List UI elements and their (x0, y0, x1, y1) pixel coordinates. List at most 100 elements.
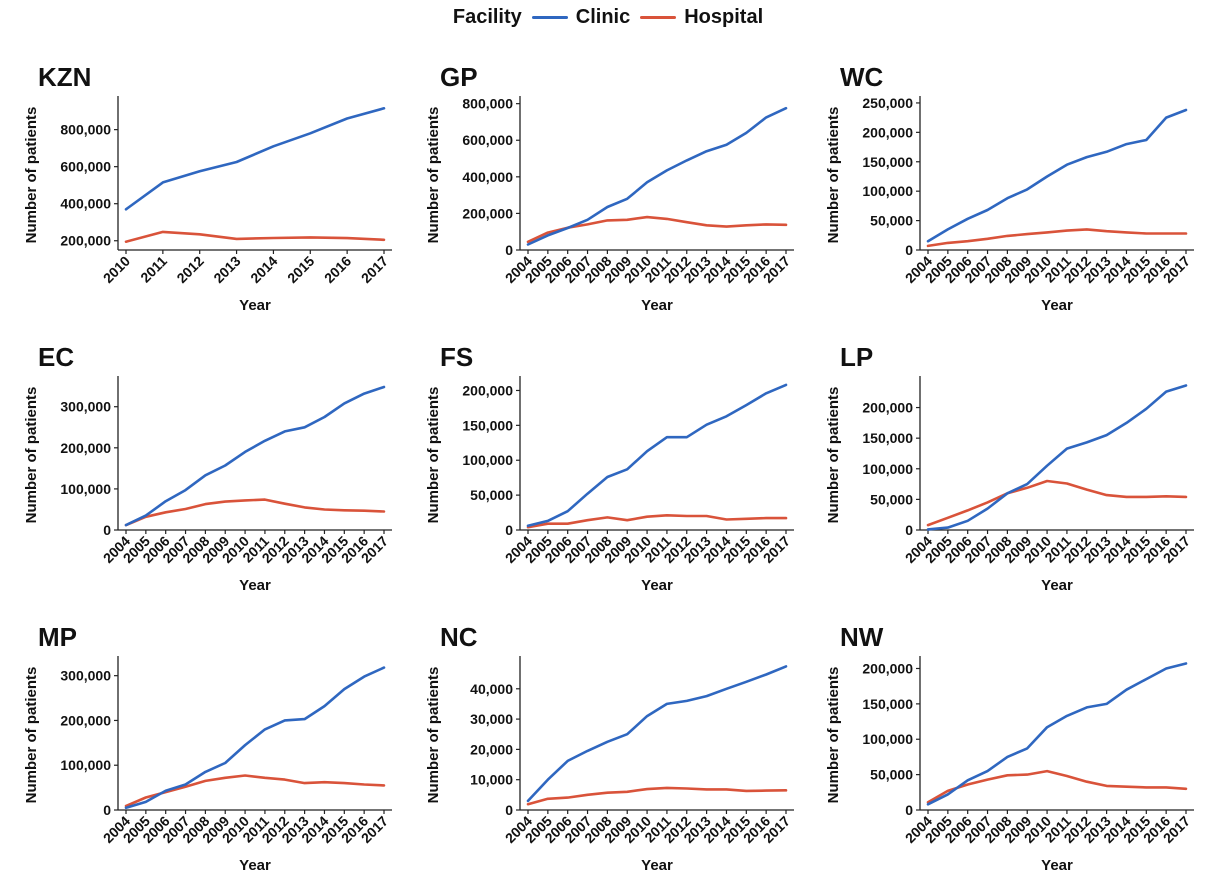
y-tick-label: 200,000 (462, 205, 513, 221)
y-tick-label: 600,000 (462, 132, 513, 148)
panel-lp: LP 0 50,000 100,000 150,000 200,000 2004 2005 2… (812, 324, 1204, 614)
y-axis-label: Number of patients (825, 387, 842, 524)
panel-nw: NW 0 50,000 100,000 150,000 200,000 2004 2005 2… (812, 604, 1204, 894)
y-tick-label: 150,000 (862, 696, 913, 712)
x-axis-label: Year (1041, 297, 1073, 314)
y-tick-label: 100,000 (862, 731, 913, 747)
x-tick-label: 2010 (100, 253, 133, 286)
chart-wc: 050,000100,000150,000200,000250,00020042… (825, 95, 1194, 314)
panel-nc: NC 0 10,000 20,000 30,000 40,000 2004 2005 2006… (412, 604, 804, 894)
y-tick-label: 0 (505, 242, 513, 258)
chart-legend: Facility Clinic Hospital (0, 4, 1216, 30)
series-line-clinic (526, 665, 788, 803)
series-line-clinic (124, 385, 386, 527)
y-tick-label: 50,000 (870, 491, 913, 507)
y-tick-label: 50,000 (470, 487, 513, 503)
y-tick-label: 200,000 (60, 233, 111, 249)
x-axis-label: Year (641, 297, 673, 314)
x-tick-label: 2015 (284, 253, 317, 286)
y-tick-label: 20,000 (470, 741, 513, 757)
panel-fs: FS 0 50,000 100,000 150,000 200,000 2004 2005 2… (412, 324, 804, 614)
panel-title: WC (840, 62, 884, 92)
y-tick-label: 800,000 (462, 96, 513, 112)
series-line-clinic (926, 108, 1188, 243)
x-axis-label: Year (1041, 577, 1073, 594)
panel-title: NW (840, 622, 884, 652)
series-line-clinic (926, 662, 1188, 806)
series-line-clinic (124, 107, 386, 211)
chart-lp: 050,000100,000150,000200,000200420052006… (825, 376, 1194, 594)
y-tick-label: 800,000 (60, 122, 111, 138)
y-tick-label: 50,000 (870, 767, 913, 783)
legend-label-hospital: Hospital (684, 5, 764, 28)
series-line-clinic (526, 383, 788, 528)
y-tick-label: 250,000 (862, 95, 913, 111)
series-line-hospital (926, 769, 1188, 804)
x-tick-label: 2011 (137, 253, 170, 286)
x-axis-label: Year (641, 577, 673, 594)
series-line-hospital (926, 479, 1188, 527)
y-tick-label: 150,000 (862, 154, 913, 170)
y-tick-label: 40,000 (470, 681, 513, 697)
y-tick-label: 150,000 (862, 430, 913, 446)
x-axis-label: Year (239, 297, 271, 314)
y-tick-label: 100,000 (60, 481, 111, 497)
series-line-hospital (124, 230, 386, 243)
series-line-hospital (124, 498, 386, 527)
y-tick-label: 300,000 (60, 399, 111, 415)
legend-item-clinic: Clinic (531, 5, 631, 29)
y-axis-label: Number of patients (825, 107, 842, 244)
y-tick-label: 0 (905, 242, 913, 258)
y-tick-label: 200,000 (60, 440, 111, 456)
y-tick-label: 300,000 (60, 668, 111, 684)
chart-nc: 010,00020,00030,00040,000200420052006200… (425, 656, 794, 874)
chart-gp: 0200,000400,000600,000800,00020042005200… (425, 96, 794, 314)
y-tick-label: 30,000 (470, 711, 513, 727)
y-tick-label: 0 (905, 802, 913, 818)
y-tick-label: 100,000 (862, 461, 913, 477)
y-tick-label: 100,000 (60, 757, 111, 773)
y-axis-label: Number of patients (425, 107, 442, 244)
y-tick-label: 0 (505, 522, 513, 538)
y-tick-label: 100,000 (462, 452, 513, 468)
panel-title: EC (38, 342, 75, 372)
x-axis-label: Year (239, 577, 271, 594)
y-axis-label: Number of patients (425, 667, 442, 804)
y-tick-label: 0 (103, 522, 111, 538)
series-line-clinic (124, 666, 386, 810)
y-tick-label: 200,000 (862, 400, 913, 416)
panel-title: GP (440, 62, 478, 92)
x-axis-label: Year (641, 857, 673, 874)
panel-title: KZN (38, 62, 92, 92)
chart-mp: 0100,000200,000300,000200420052006200720… (23, 656, 392, 874)
series-line-clinic (526, 106, 788, 246)
y-tick-label: 200,000 (60, 712, 111, 728)
series-line-hospital (526, 514, 788, 529)
panel-title: LP (840, 342, 874, 372)
legend-swatch-hospital (640, 15, 677, 19)
x-axis-label: Year (1041, 857, 1073, 874)
x-axis-label: Year (239, 857, 271, 874)
y-tick-label: 0 (103, 802, 111, 818)
y-tick-label: 0 (505, 802, 513, 818)
y-axis-label: Number of patients (23, 107, 40, 244)
chart-ec: 0100,000200,000300,000200420052006200720… (23, 376, 392, 594)
y-tick-label: 200,000 (862, 124, 913, 140)
panel-wc: WC 0 50,000 100,000 150,000 200,000 250,000 20… (812, 44, 1204, 334)
legend-swatch-clinic (531, 15, 568, 19)
panel-title: MP (38, 622, 77, 652)
y-axis-label: Number of patients (23, 667, 40, 804)
panel-mp: MP 0 100,000 200,000 300,000 2004 2005 2006 200… (10, 604, 402, 894)
panel-gp: GP 0 200,000 400,000 600,000 800,000 2004 2005… (412, 44, 804, 334)
y-tick-label: 150,000 (462, 417, 513, 433)
y-tick-label: 400,000 (462, 169, 513, 185)
chart-fs: 050,000100,000150,000200,000200420052006… (425, 376, 794, 594)
y-tick-label: 50,000 (870, 213, 913, 229)
panel-title: FS (440, 342, 474, 372)
panel-kzn: KZN 200,000 400,000 600,000 800,000 2010 2011… (10, 44, 402, 334)
y-axis-label: Number of patients (23, 387, 40, 524)
legend-label-clinic: Clinic (575, 5, 631, 28)
series-line-hospital (124, 774, 386, 808)
panel-title: NC (440, 622, 478, 652)
x-tick-label: 2012 (173, 253, 206, 286)
